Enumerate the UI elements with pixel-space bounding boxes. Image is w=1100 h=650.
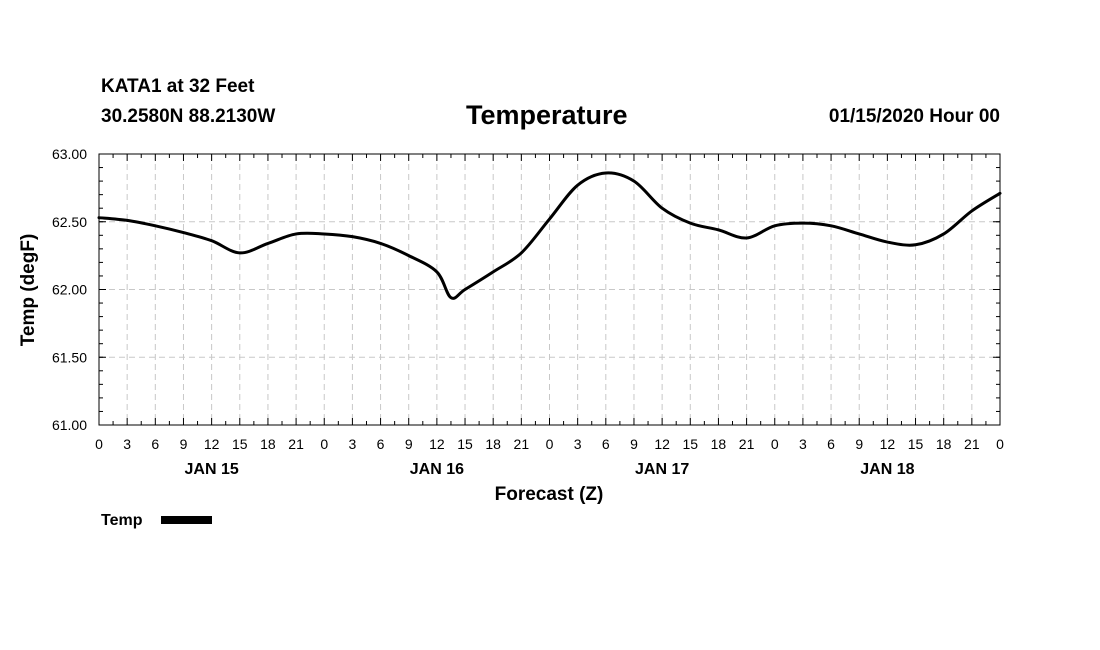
chart-title: Temperature xyxy=(466,100,628,130)
station-name: KATA1 at 32 Feet xyxy=(101,76,255,97)
y-tick-label: 62.50 xyxy=(52,214,87,230)
forecast-run-time: 01/15/2020 Hour 00 xyxy=(828,106,1000,127)
day-label: JAN 16 xyxy=(410,461,464,478)
x-tick-label: 15 xyxy=(457,436,473,452)
x-tick-label: 0 xyxy=(546,436,554,452)
y-axis-title: Temp (degF) xyxy=(18,234,39,347)
x-tick-label: 0 xyxy=(95,436,103,452)
legend: Temp xyxy=(101,512,212,529)
x-tick-label: 18 xyxy=(485,436,501,452)
x-tick-label: 21 xyxy=(514,436,530,452)
x-tick-label: 18 xyxy=(711,436,727,452)
x-tick-label: 0 xyxy=(771,436,779,452)
legend-label-temp: Temp xyxy=(101,512,143,529)
x-tick-label: 3 xyxy=(799,436,807,452)
x-tick-label: 0 xyxy=(320,436,328,452)
x-tick-label: 6 xyxy=(151,436,159,452)
grid xyxy=(99,154,1000,425)
x-tick-label: 6 xyxy=(377,436,385,452)
x-tick-label: 9 xyxy=(855,436,863,452)
x-tick-label: 12 xyxy=(880,436,896,452)
y-tick-labels: 61.00 61.50 62.00 62.50 63.00 xyxy=(52,146,87,433)
station-coordinates: 30.2580N 88.2130W xyxy=(101,106,276,127)
y-tick-label: 63.00 xyxy=(52,146,87,162)
x-tick-label: 9 xyxy=(630,436,638,452)
x-tick-label: 12 xyxy=(204,436,220,452)
x-tick-label: 18 xyxy=(936,436,952,452)
y-tick-label: 62.00 xyxy=(52,282,87,298)
x-tick-label: 12 xyxy=(654,436,670,452)
x-tick-label: 18 xyxy=(260,436,276,452)
day-label: JAN 18 xyxy=(860,461,914,478)
x-tick-label: 15 xyxy=(908,436,924,452)
x-tick-label: 21 xyxy=(288,436,304,452)
y-tick-label: 61.00 xyxy=(52,417,87,433)
x-tick-label: 3 xyxy=(574,436,582,452)
x-tick-label: 15 xyxy=(682,436,698,452)
x-tick-label: 6 xyxy=(602,436,610,452)
x-tick-label: 9 xyxy=(405,436,413,452)
series-line-temp xyxy=(97,171,1002,300)
x-tick-label: 3 xyxy=(123,436,131,452)
x-axis-title: Forecast (Z) xyxy=(495,484,604,505)
x-tick-label: 3 xyxy=(349,436,357,452)
x-tick-label: 6 xyxy=(827,436,835,452)
x-tick-label: 15 xyxy=(232,436,248,452)
day-labels: JAN 15 JAN 16 JAN 17 JAN 18 xyxy=(185,461,915,478)
axis-ticks xyxy=(98,153,1001,426)
x-tick-labels: 0 3 6 9 12 15 18 21 0 3 6 9 12 15 18 21 0 3 6 9 12 15 18 21 0 3 6 9… xyxy=(95,436,1004,452)
y-tick-label: 61.50 xyxy=(52,349,87,365)
x-tick-label: 21 xyxy=(739,436,755,452)
x-tick-label: 21 xyxy=(964,436,980,452)
x-tick-label: 0 xyxy=(996,436,1004,452)
day-label: JAN 15 xyxy=(185,461,239,478)
day-label: JAN 17 xyxy=(635,461,689,478)
x-tick-label: 9 xyxy=(180,436,188,452)
x-tick-label: 12 xyxy=(429,436,445,452)
legend-swatch-temp xyxy=(161,516,212,524)
